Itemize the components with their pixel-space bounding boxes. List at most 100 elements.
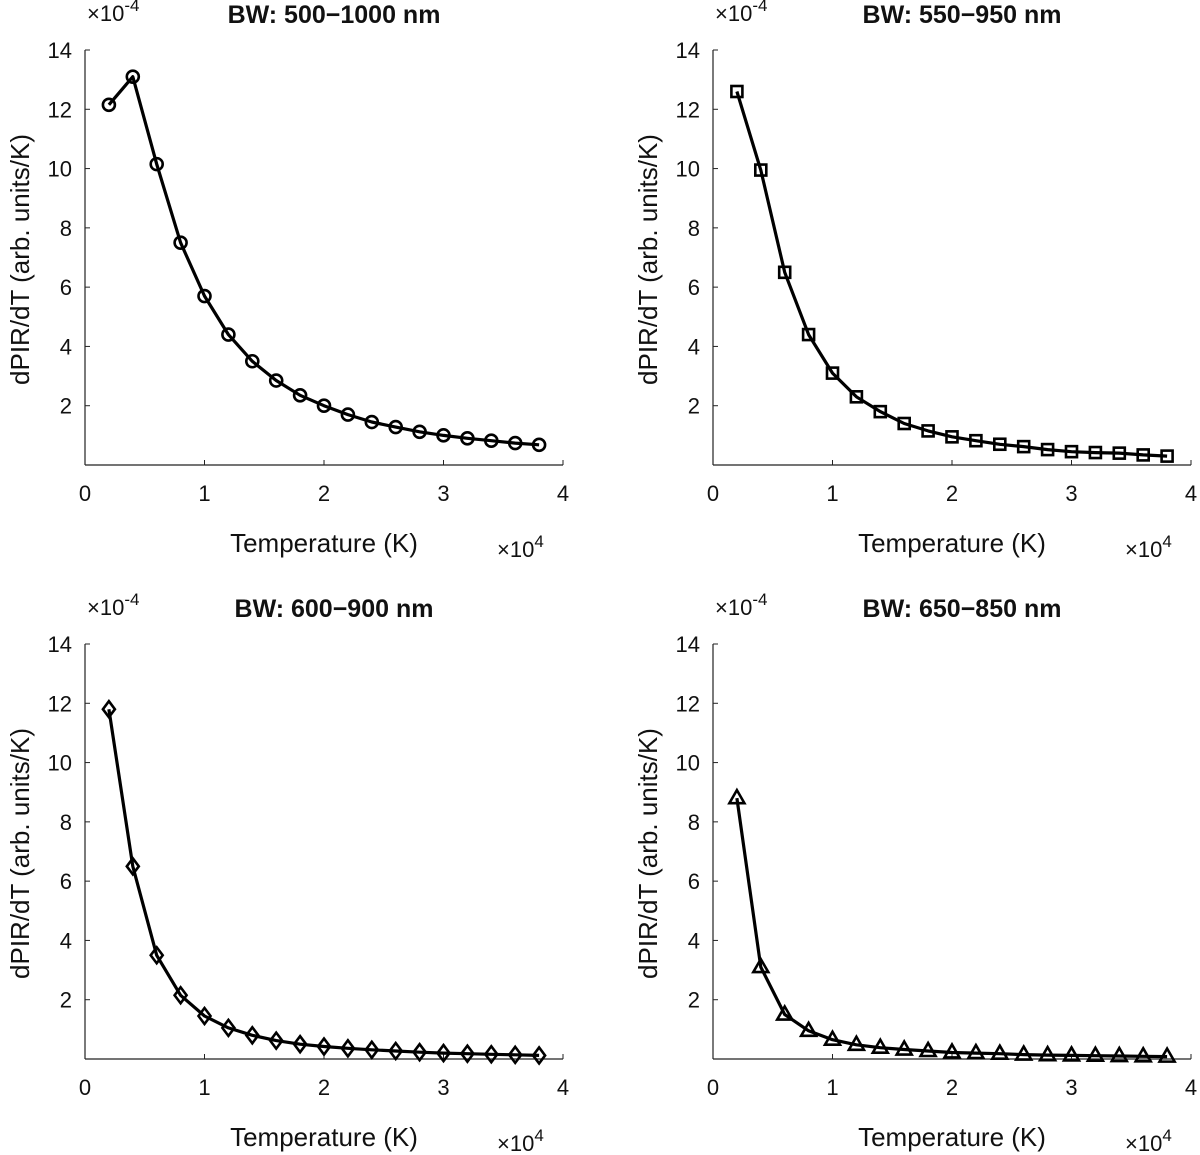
x-tick-label: 3: [1065, 1075, 1077, 1100]
data-point: [942, 1041, 962, 1059]
x-tick-label: 4: [557, 481, 569, 506]
y-tick-label: 10: [48, 751, 72, 776]
data-point: [196, 1005, 213, 1027]
y-tick-label: 4: [60, 334, 72, 359]
data-point: [436, 428, 451, 443]
x-tick-label: 4: [1185, 1075, 1197, 1100]
data-point: [918, 1040, 938, 1058]
data-point: [483, 433, 499, 448]
series-line: [735, 91, 1168, 458]
data-point: [777, 265, 792, 280]
y-axis-label: dPIR/dT (arb. units/K): [5, 134, 35, 385]
data-point: [364, 414, 380, 430]
series-line: [107, 708, 540, 1057]
data-point: [870, 1037, 891, 1055]
x-tick-label: 4: [557, 1075, 569, 1100]
data-point: [364, 1039, 380, 1060]
y-tick-label: 6: [688, 275, 700, 300]
data-point: [753, 163, 768, 177]
data-point: [1133, 1045, 1153, 1063]
data-point: [125, 856, 141, 877]
data-point: [221, 327, 236, 342]
data-point: [849, 390, 864, 404]
data-point: [1157, 1046, 1177, 1063]
data-point: [435, 1042, 452, 1064]
data-point: [316, 398, 332, 414]
data-point: [1016, 439, 1031, 454]
y-axis-multiplier-exponent: -4: [124, 0, 139, 15]
data-point: [727, 787, 747, 805]
y-axis-label: dPIR/dT (arb. units/K): [633, 134, 663, 385]
x-tick-label: 0: [707, 481, 719, 506]
x-axis-label: Temperature (K): [230, 528, 418, 558]
data-point: [1088, 445, 1103, 460]
data-point: [1040, 442, 1055, 457]
y-tick-label: 8: [60, 810, 72, 835]
data-point: [411, 1042, 428, 1063]
data-point: [1064, 444, 1079, 459]
data-point: [173, 235, 188, 250]
x-axis-label: Temperature (K): [858, 1122, 1046, 1152]
y-axis-multiplier: ×10-4: [87, 590, 139, 620]
data-point: [101, 699, 117, 720]
x-tick-label: 2: [946, 1075, 958, 1100]
x-axis-label: Temperature (K): [858, 528, 1046, 558]
y-tick-label: 6: [60, 869, 72, 894]
x-tick-label: 4: [1185, 481, 1197, 506]
y-axis-label: dPIR/dT (arb. units/K): [5, 728, 35, 979]
data-point: [1109, 1045, 1130, 1063]
data-point: [1085, 1045, 1106, 1063]
data-point: [172, 985, 189, 1006]
data-point: [388, 1040, 404, 1062]
x-tick-label: 3: [437, 481, 449, 506]
data-point: [894, 1038, 914, 1056]
data-point: [101, 97, 117, 113]
data-point: [990, 1043, 1010, 1060]
y-axis-multiplier-exponent: -4: [124, 590, 139, 609]
data-point: [825, 366, 840, 380]
y-axis-label: dPIR/dT (arb. units/K): [633, 728, 663, 979]
data-point: [822, 1029, 843, 1047]
x-axis-multiplier: ×104: [497, 1126, 544, 1155]
data-point: [1160, 449, 1174, 463]
data-point: [149, 945, 165, 966]
x-tick-label: 3: [437, 1075, 449, 1100]
data-point: [992, 437, 1007, 452]
data-point: [292, 388, 308, 403]
chart-title: BW: 550−950 nm: [863, 1, 1062, 29]
data-point: [388, 419, 404, 435]
y-axis-multiplier: ×10-4: [715, 0, 767, 26]
y-tick-label: 10: [676, 157, 700, 182]
data-point: [531, 437, 547, 453]
y-tick-label: 6: [688, 869, 700, 894]
data-point: [459, 1043, 476, 1064]
y-tick-label: 14: [676, 38, 700, 63]
data-point: [340, 1038, 356, 1059]
data-point: [197, 288, 212, 304]
data-point: [774, 1003, 795, 1021]
x-tick-label: 2: [318, 1075, 330, 1100]
data-point: [1136, 448, 1150, 462]
data-point: [1013, 1043, 1034, 1061]
x-axis-multiplier: ×104: [1125, 1126, 1172, 1155]
data-point: [268, 373, 284, 388]
y-tick-label: 2: [688, 988, 700, 1013]
y-axis-multiplier-exponent: -4: [752, 590, 767, 609]
x-tick-label: 1: [198, 1075, 210, 1100]
series-line: [735, 797, 1168, 1059]
data-point: [125, 69, 141, 84]
y-tick-label: 12: [48, 691, 72, 716]
y-tick-label: 8: [60, 216, 72, 241]
y-tick-label: 8: [688, 810, 700, 835]
x-tick-label: 0: [79, 1075, 91, 1100]
y-tick-label: 4: [60, 928, 72, 953]
y-tick-label: 12: [676, 691, 700, 716]
data-point: [507, 1044, 523, 1066]
series-line: [107, 75, 540, 447]
data-point: [149, 156, 164, 172]
data-point: [945, 430, 959, 444]
